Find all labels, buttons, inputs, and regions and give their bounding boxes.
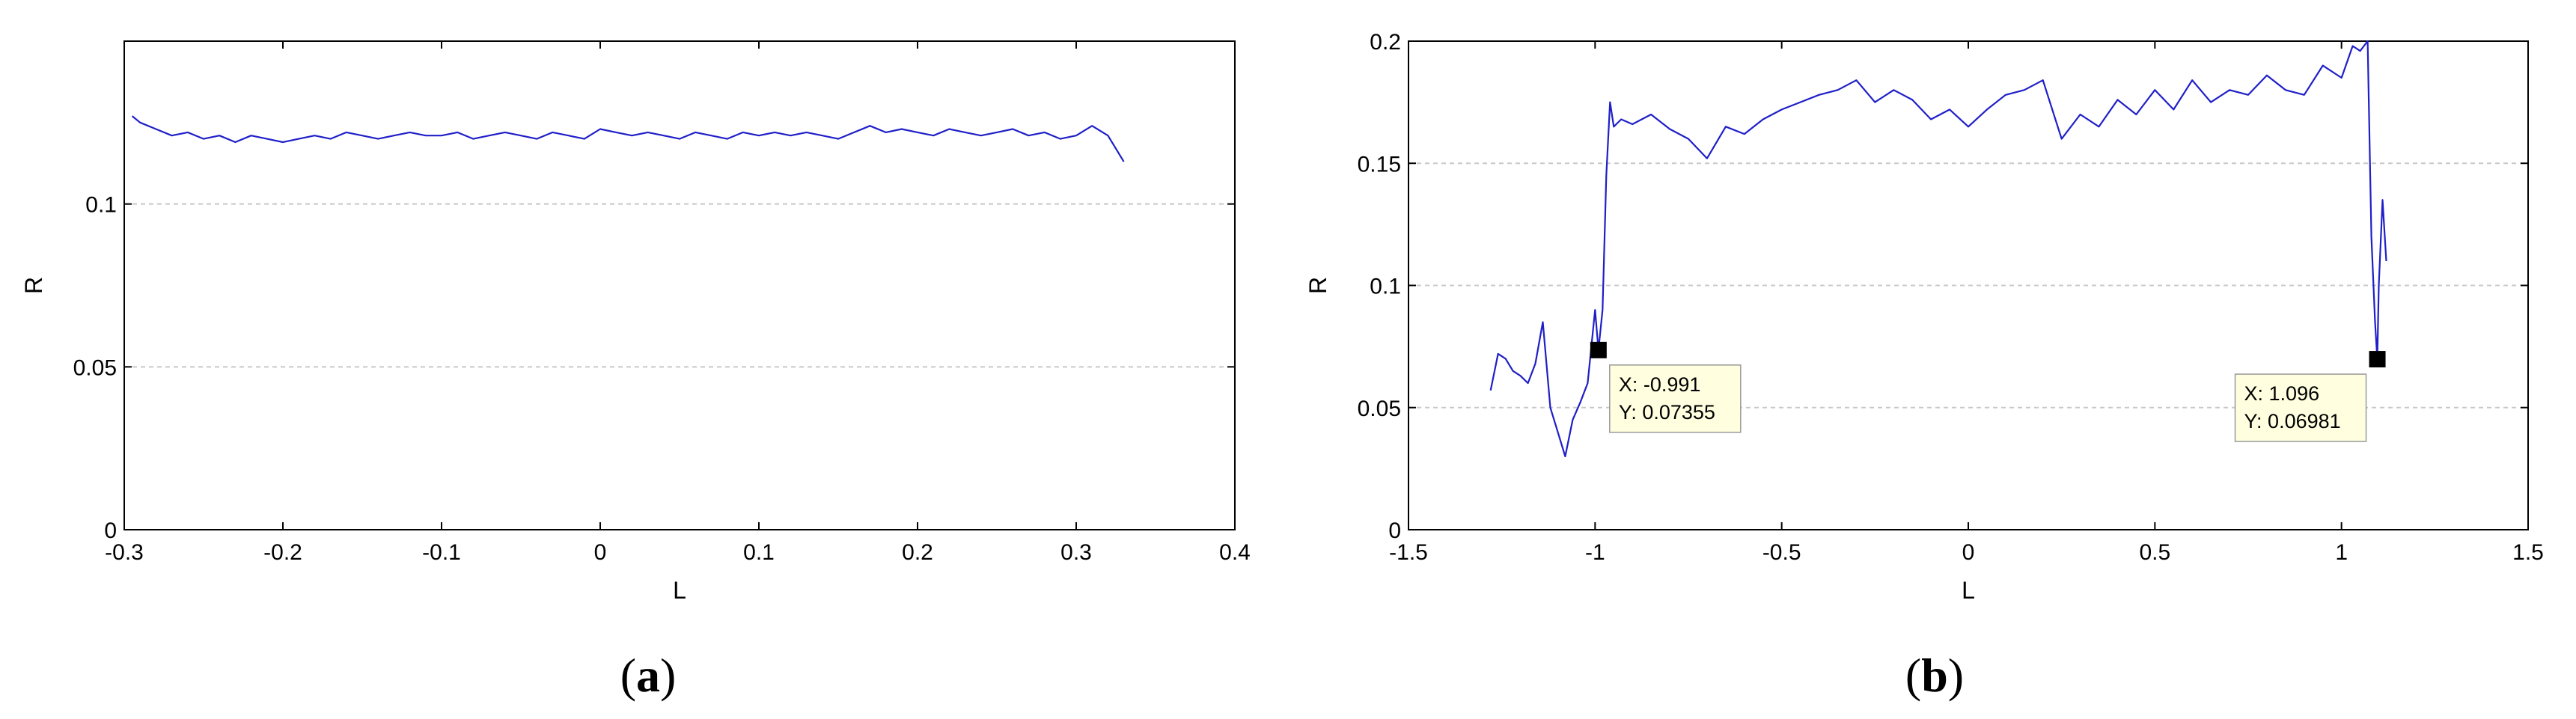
panel-b-ytick-label: 0.1 — [1370, 275, 1401, 299]
panel-b-ylabel: R — [1304, 277, 1331, 294]
panel-b-xtick-label: -0.5 — [1762, 540, 1801, 565]
panel-b-series-line — [1489, 40, 2387, 458]
panel-a-label: (a) — [620, 649, 677, 702]
panel-a-xtick-label: -0.2 — [263, 540, 302, 565]
panel-a-xtick-label: -0.3 — [105, 540, 144, 565]
panel-b-xlabel: L — [1962, 577, 1975, 604]
chart-panel-b: -1.5 -1 -0.5 0 0.5 1 1.5 0 0.05 0.1 0.15 0.2 L R X: -0… — [1304, 30, 2544, 702]
panel-b-datatip-box — [2234, 373, 2367, 442]
panel-b-datatip-y: Y: 0.07355 — [1619, 401, 1715, 423]
panel-b-xtick-label: 1.5 — [2512, 540, 2544, 565]
panel-b-xtick-label: -1 — [1585, 540, 1605, 565]
panel-b-ytick-label: 0.05 — [1358, 397, 1401, 421]
panel-a-ylabel: R — [20, 277, 47, 294]
panel-a-ytick-label: 0.05 — [73, 355, 117, 380]
panel-b-datatip-x: X: 1.096 — [2244, 382, 2320, 405]
panel-b-datatip-x: X: -0.991 — [1619, 373, 1701, 396]
panel-a-xtick-label: 0.4 — [1219, 540, 1251, 565]
panel-a-series-line — [131, 115, 1125, 162]
panel-a-ytick-label: 0 — [104, 518, 117, 543]
panel-b-ytick-label: 0.15 — [1358, 152, 1401, 177]
panel-b-xtick-label: 0 — [1962, 540, 1975, 565]
panel-b-xtick-label: -1.5 — [1389, 540, 1428, 565]
panel-a-xtick-label: 0 — [594, 540, 607, 565]
panel-b-xtick-label: 1 — [2335, 540, 2348, 565]
panel-a-xtick-label: 0.3 — [1060, 540, 1092, 565]
panel-b-datatip-marker — [2369, 351, 2386, 368]
panel-b-datatip-y: Y: 0.06981 — [2244, 410, 2341, 432]
panel-a-xtick-label: 0.2 — [902, 540, 933, 565]
panel-b-ytick-label: 0 — [1388, 518, 1401, 543]
panel-a-xtick-label: -0.1 — [422, 540, 461, 565]
panel-b-ytick-label: 0.2 — [1370, 30, 1401, 55]
panel-b-xtick-label: 0.5 — [2139, 540, 2170, 565]
panel-a-xtick-label: 0.1 — [743, 540, 775, 565]
panel-b-label: (b) — [1905, 649, 1964, 702]
panel-a-xlabel: L — [673, 577, 686, 604]
chart-panel-a: -0.3 -0.2 -0.1 0 0.1 0.2 0.3 0.4 0 0.05 0.1 L R (a) — [20, 40, 1251, 702]
panel-a-plot-frame — [123, 40, 1236, 530]
panel-a-ytick-label: 0.1 — [85, 193, 117, 218]
panel-b-datatip-box — [1609, 364, 1742, 433]
panel-b-datatip-marker — [1590, 341, 1607, 358]
